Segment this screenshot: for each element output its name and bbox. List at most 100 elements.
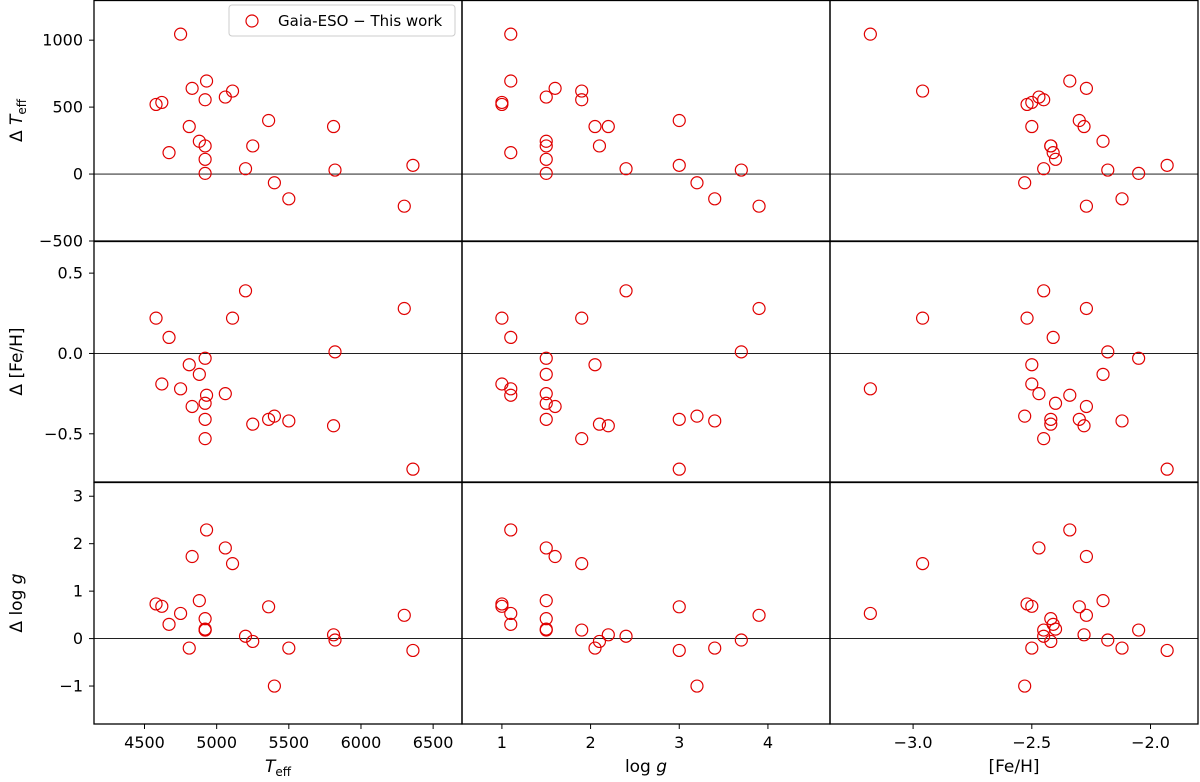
data-point xyxy=(198,623,212,637)
data-point xyxy=(539,594,553,608)
data-point xyxy=(182,119,196,134)
data-point xyxy=(397,199,411,213)
data-point xyxy=(282,192,296,206)
data-point xyxy=(1048,396,1063,410)
data-point xyxy=(1079,199,1094,213)
data-point xyxy=(539,623,553,637)
data-point xyxy=(1025,641,1039,655)
data-point xyxy=(539,134,553,148)
y-tick-label: −500 xyxy=(39,232,83,251)
data-point xyxy=(1160,158,1174,172)
data-point xyxy=(504,146,518,160)
data-point xyxy=(1048,622,1063,636)
data-point xyxy=(326,119,341,134)
x-tick-label: 6000 xyxy=(341,733,382,752)
x-tick-label: −2.0 xyxy=(1131,733,1170,752)
y-axis-label: Δ Teff xyxy=(7,98,29,142)
data-point xyxy=(1037,284,1051,298)
data-point xyxy=(539,166,553,180)
data-point xyxy=(1079,301,1094,316)
x-tick-label: 1 xyxy=(497,733,507,752)
data-point xyxy=(218,541,232,555)
data-point xyxy=(198,396,212,410)
data-point xyxy=(397,608,411,622)
data-point xyxy=(539,139,553,153)
x-tick-label: −3.0 xyxy=(894,733,933,752)
panel-dteff-vs-logg xyxy=(461,0,831,242)
data-point xyxy=(198,412,212,426)
data-point xyxy=(504,606,518,621)
data-point xyxy=(575,623,589,637)
data-point xyxy=(592,634,607,649)
data-point xyxy=(406,462,420,476)
data-point xyxy=(192,367,206,381)
panel-dfeh-vs-logg xyxy=(461,240,831,483)
panel-dfeh-vs-teff: −0.5 0.0 0.5 Δ [Fe/H] xyxy=(7,240,463,483)
data-point xyxy=(672,643,686,658)
data-point xyxy=(149,597,163,611)
data-point xyxy=(504,617,518,631)
data-point xyxy=(1025,358,1039,372)
data-point xyxy=(1101,345,1115,359)
data-point xyxy=(1032,90,1046,104)
data-point xyxy=(752,608,766,622)
y-tick-label: 0.5 xyxy=(58,264,83,283)
data-point xyxy=(495,95,509,110)
data-point xyxy=(1132,166,1146,180)
data-point xyxy=(592,417,607,431)
data-point xyxy=(504,27,518,41)
data-point xyxy=(548,549,562,564)
data-point xyxy=(267,679,281,693)
data-point xyxy=(262,113,276,128)
data-point xyxy=(1046,330,1060,344)
data-point xyxy=(1018,176,1032,190)
data-point xyxy=(246,634,260,649)
x-tick-label: 5500 xyxy=(268,733,309,752)
data-point xyxy=(708,192,722,206)
y-tick-label: 500 xyxy=(52,98,83,117)
data-point xyxy=(863,606,877,621)
x-tick-label: 6500 xyxy=(413,733,454,752)
data-point xyxy=(863,27,877,41)
data-point xyxy=(1101,633,1115,647)
data-point xyxy=(225,557,240,571)
panel-dteff-vs-teff: −500 0 500 1000 Δ Teff xyxy=(7,0,463,251)
data-point xyxy=(1025,599,1039,613)
data-point xyxy=(173,606,188,621)
data-point xyxy=(1079,608,1094,622)
data-point xyxy=(282,641,296,655)
data-point xyxy=(588,641,602,655)
data-point xyxy=(225,84,240,98)
data-point xyxy=(246,139,260,153)
data-point xyxy=(752,199,766,213)
data-point xyxy=(1079,399,1094,414)
y-tick-label: 0 xyxy=(73,629,83,648)
data-point xyxy=(185,549,199,564)
y-tick-label: −0.5 xyxy=(44,424,83,443)
data-point xyxy=(182,641,196,655)
data-point xyxy=(548,399,562,414)
data-point xyxy=(1079,549,1094,564)
data-point xyxy=(198,432,212,446)
y-tick-label: 1000 xyxy=(42,31,83,50)
data-point xyxy=(185,81,199,95)
panel-frame xyxy=(461,240,831,483)
data-point xyxy=(504,74,518,88)
data-point xyxy=(1025,119,1039,134)
y-tick-label: 1 xyxy=(73,582,83,601)
data-point xyxy=(1037,162,1051,176)
data-point xyxy=(601,628,615,642)
data-point xyxy=(672,600,686,614)
data-point xyxy=(575,93,589,107)
data-point xyxy=(588,358,602,372)
panel-dlogg-vs-teff: −1 0 1 2 3 Δ log g 4500 5000 5500 6000 6500 Teff xyxy=(7,481,463,779)
y-axis-label: Δ log g xyxy=(7,573,27,632)
data-point xyxy=(539,612,553,626)
data-point xyxy=(328,345,342,359)
data-point xyxy=(173,27,188,41)
y-axis-label: Δ [Fe/H] xyxy=(7,327,27,395)
data-point xyxy=(915,84,930,98)
data-point xyxy=(539,90,553,104)
data-point xyxy=(1044,139,1058,153)
